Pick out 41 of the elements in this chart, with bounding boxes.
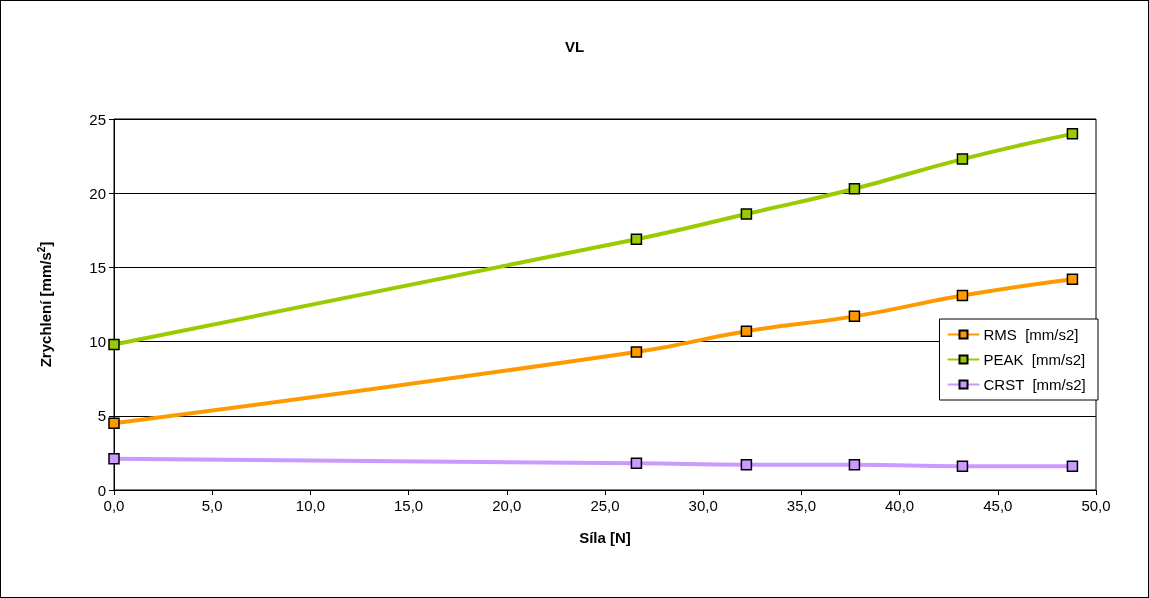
chart-title: VL <box>564 38 585 55</box>
y-tick-label: 15 <box>89 258 106 276</box>
x-tick-label: 20,0 <box>492 497 522 514</box>
point <box>848 459 861 471</box>
point <box>1066 128 1079 140</box>
point <box>108 417 120 429</box>
x-tick-label: 15,0 <box>394 497 424 514</box>
point <box>630 457 643 470</box>
x-tick-label: 5,0 <box>201 497 223 514</box>
point <box>1066 273 1079 286</box>
legend-label: PEAK [mm/s2] <box>983 351 1086 368</box>
point <box>108 338 120 351</box>
point <box>630 346 643 358</box>
x-tick-label: 35,0 <box>786 497 816 514</box>
point <box>630 233 643 245</box>
x-tick-label: 0,0 <box>103 497 125 514</box>
x-axis-title: Síla [N] <box>579 529 631 546</box>
point <box>848 310 861 323</box>
point <box>740 459 753 471</box>
x-tick-label: 50,0 <box>1081 497 1111 514</box>
y-tick-label: 10 <box>89 333 106 351</box>
x-tick-label: 45,0 <box>983 497 1013 514</box>
point <box>1066 460 1079 473</box>
point <box>848 183 861 195</box>
point <box>956 460 969 473</box>
y-tick-label: 5 <box>97 407 106 425</box>
x-tick-label: 40,0 <box>885 497 915 514</box>
x-tick-label: 25,0 <box>590 497 620 514</box>
legend-label: CRST [mm/s2] <box>983 376 1086 393</box>
y-axis-title: Zrychlení [mm/s2] <box>35 241 54 368</box>
y-tick-label: 0 <box>97 481 106 499</box>
y-tick-label: 25 <box>89 110 106 128</box>
point <box>956 289 969 302</box>
x-tick-label: 30,0 <box>688 497 718 514</box>
y-tick-label: 20 <box>89 184 106 202</box>
point <box>108 453 120 465</box>
legend-label: RMS [mm/s2] <box>983 326 1079 343</box>
point <box>956 153 969 165</box>
point <box>740 208 753 220</box>
x-tick-label: 10,0 <box>295 497 325 514</box>
point <box>740 325 753 337</box>
